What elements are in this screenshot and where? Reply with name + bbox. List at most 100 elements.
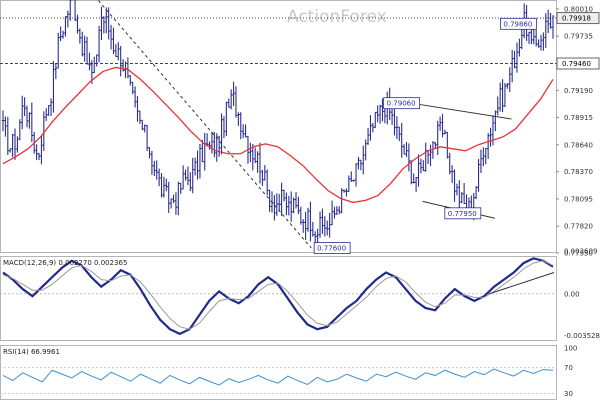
price-bar [292,197,295,214]
price-bar [532,27,536,45]
rsi-line [2,368,554,386]
price-bar [496,96,500,116]
price-bar [311,221,315,237]
price-bar [321,208,324,234]
price-bar [297,196,300,215]
annotation-label: 0.79060 [387,100,416,108]
price-bar [8,148,12,153]
price-bar [136,96,139,122]
price-axis-label: 0.78640 [564,141,593,149]
price-bar [261,169,264,186]
price-bar [268,189,271,212]
price-bar [49,98,53,116]
watermark-text: ActionForex [287,7,387,27]
price-bar [150,150,154,175]
price-bar [376,105,379,123]
price-bar [119,45,122,77]
price-bar [23,97,26,117]
price-bar [13,128,17,160]
price-bar [539,34,543,51]
price-bar [172,194,175,203]
price-bar [383,107,387,124]
price-bar [95,54,98,67]
price-bar [537,39,540,48]
price-bar [16,136,19,153]
price-bar [407,143,411,172]
price-bar [280,182,283,216]
price-bar [515,42,519,73]
price-bar [253,147,257,164]
price-bar [265,169,269,196]
price-bar [441,114,444,138]
price-bar [352,179,355,182]
annotation-box [383,97,421,110]
price-bar [357,156,360,170]
moving-average-line [2,66,554,204]
price-bar [92,56,96,74]
price-bar [169,198,173,209]
price-bar [330,200,334,226]
price-bar [44,108,48,121]
price-bar [542,32,545,51]
price-bar [342,189,346,193]
price-bar [508,67,512,92]
price-bar [220,113,223,155]
price-bar [518,38,521,57]
price-bar [225,101,228,137]
upper-channel-trendline [411,102,512,120]
price-bar [489,127,492,147]
price-bar [97,25,101,63]
price-bar [210,131,214,154]
price-bar [165,178,168,192]
price-bar [47,105,50,116]
price-bar [205,133,209,147]
price-bar [59,26,62,42]
price-axis-label: 0.77820 [564,223,593,231]
price-bar [208,141,211,150]
price-bar [400,123,403,158]
annotation-label: 0.77600 [317,245,346,253]
price-axis-label: 0.79735 [564,33,593,41]
price-bar [85,36,89,65]
price-bar [177,181,180,216]
price-bar [201,139,204,163]
price-bar [458,180,461,212]
price-bar [501,79,504,113]
price-bar [287,196,291,216]
price-bar [544,13,548,48]
rsi-axis-label: 70 [564,364,573,372]
price-bar [114,44,118,58]
price-bar [186,166,190,186]
price-bar [143,124,147,133]
price-bar [381,98,384,122]
price-bar [148,147,151,159]
macd-axis-label: 0.003609 [564,248,597,256]
price-bar [141,119,144,131]
macd-title: MACD(12,26,9) 0.002270 0.002365 [3,259,127,267]
price-bar [304,211,307,240]
price-bar [18,119,22,141]
price-bar [11,133,14,157]
price-bar [116,42,120,61]
price-bar [395,116,399,139]
price-bar [1,110,5,132]
price-bar [434,142,437,148]
price-bar [361,145,365,175]
price-bar [68,0,72,21]
price-bar [448,152,452,175]
price-bar [232,81,235,106]
price-bar [145,124,149,152]
dashed-trendline [97,0,312,249]
price-bar [131,81,134,95]
price-bar [534,29,538,47]
price-bar [162,176,166,198]
price-bar [35,144,38,160]
price-axis-label: 0.80010 [564,5,593,13]
price-bar [294,192,298,209]
price-annotation: 0.79060 [383,97,421,110]
current-price-label: 0.79918 [562,15,591,23]
price-bar [263,165,267,181]
price-bar [498,82,502,112]
price-bar [323,216,327,237]
